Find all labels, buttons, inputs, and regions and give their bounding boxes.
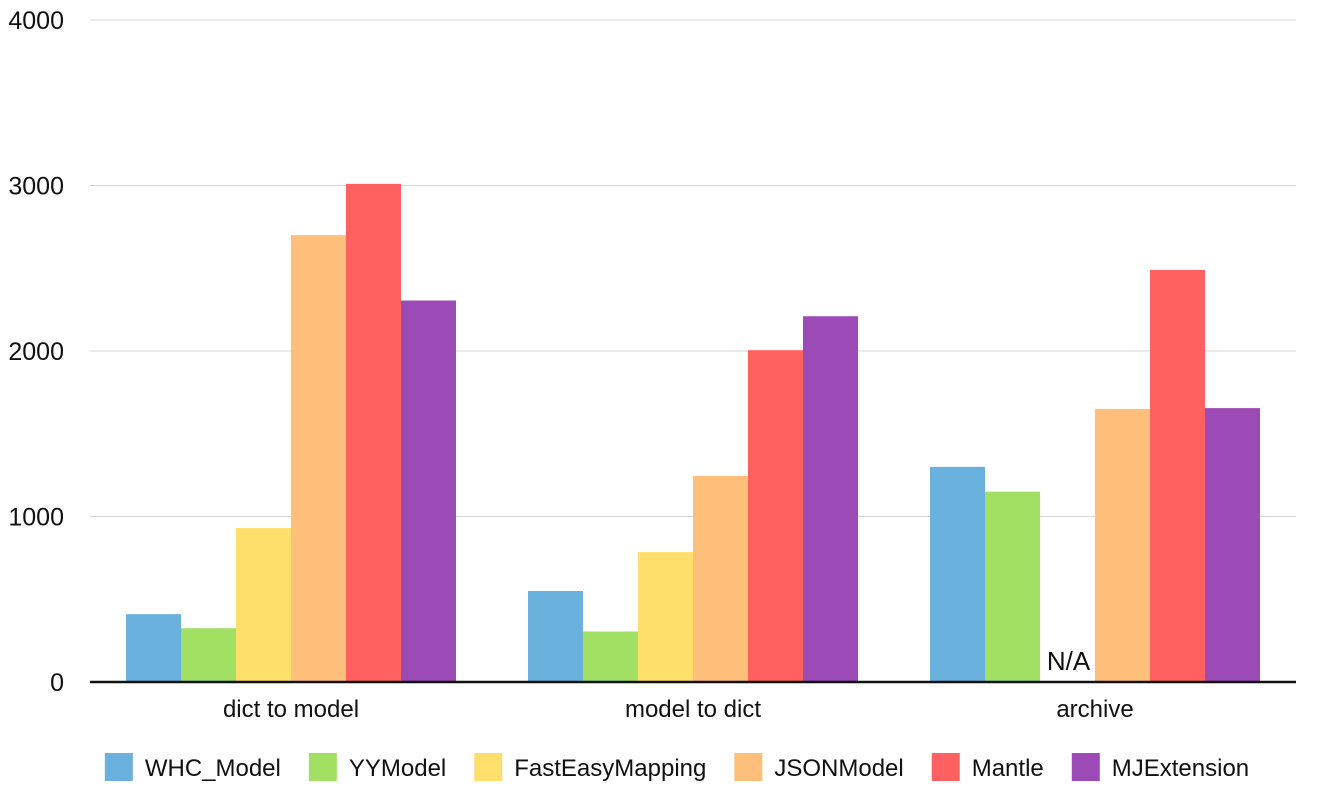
- legend-swatch: [1071, 753, 1100, 781]
- y-tick-label: 2000: [8, 338, 64, 366]
- legend-swatch: [931, 753, 960, 781]
- bars: [126, 183, 1260, 682]
- legend-label: Mantle: [972, 755, 1044, 782]
- bar-fasteasymapping-dict-to-model: [236, 528, 291, 682]
- legend-item: WHC_Model: [104, 753, 281, 782]
- bar-whc-model-model-to-dict: [528, 590, 583, 682]
- legend-item: FastEasyMapping: [474, 753, 706, 782]
- bar-mantle-dict-to-model: [346, 183, 401, 682]
- bar-yymodel-archive: [985, 491, 1040, 682]
- y-tick-label: 1000: [8, 504, 64, 532]
- legend-swatch: [474, 753, 503, 781]
- legend: WHC_Model YYModel FastEasyMapping JSONModel…: [104, 753, 1249, 782]
- bar-mantle-model-to-dict: [748, 350, 803, 682]
- bar-mantle-archive: [1150, 269, 1205, 682]
- y-tick-label: 4000: [8, 7, 64, 35]
- bar-whc-model-archive: [930, 466, 985, 682]
- y-tick-label: 0: [50, 669, 64, 697]
- legend-item: Mantle: [931, 753, 1044, 782]
- bar-jsonmodel-archive: [1095, 408, 1150, 682]
- annotations: N/A: [1047, 646, 1091, 676]
- y-tick-label: 3000: [8, 173, 64, 201]
- x-category-label: model to dict: [625, 696, 761, 723]
- legend-label: YYModel: [349, 755, 446, 782]
- bar-whc-model-dict-to-model: [126, 614, 181, 682]
- bar-jsonmodel-model-to-dict: [693, 475, 748, 682]
- legend-swatch: [308, 753, 337, 781]
- x-category-label: dict to model: [223, 696, 359, 723]
- bar-jsonmodel-dict-to-model: [291, 235, 346, 682]
- bar-yymodel-model-to-dict: [583, 631, 638, 682]
- legend-label: WHC_Model: [145, 755, 281, 782]
- legend-item: YYModel: [308, 753, 446, 782]
- bar-mjextension-dict-to-model: [401, 300, 456, 682]
- legend-label: JSONModel: [774, 755, 903, 782]
- legend-swatch: [734, 753, 763, 781]
- y-axis: 0 1000 2000 3000 4000: [8, 7, 64, 697]
- bar-mjextension-model-to-dict: [803, 316, 858, 682]
- legend-item: MJExtension: [1071, 753, 1249, 782]
- bar-yymodel-dict-to-model: [181, 628, 236, 682]
- x-category-label: archive: [1056, 696, 1133, 723]
- na-annotation: N/A: [1047, 646, 1091, 676]
- x-axis-categories: dict to model model to dict archive: [223, 696, 1134, 723]
- legend-item: JSONModel: [734, 753, 904, 782]
- bar-mjextension-archive: [1205, 408, 1260, 682]
- legend-label: MJExtension: [1112, 755, 1249, 782]
- legend-label: FastEasyMapping: [514, 755, 706, 782]
- bar-fasteasymapping-model-to-dict: [638, 552, 693, 682]
- legend-swatch: [104, 753, 133, 781]
